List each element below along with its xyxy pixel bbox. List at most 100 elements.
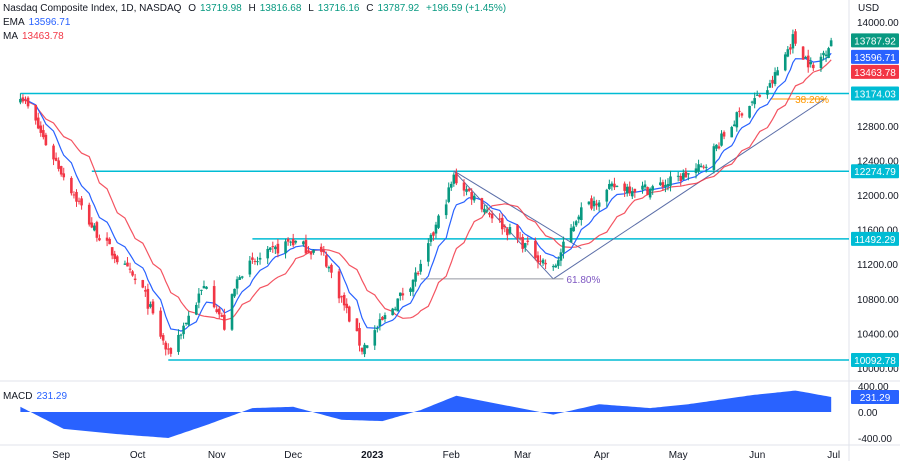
- chart-legend: Nasdaq Composite Index, 1D, NASDAQ O 1371…: [3, 3, 510, 15]
- candle-body: [200, 289, 203, 291]
- candle-body: [768, 83, 772, 88]
- candle: [220, 312, 224, 318]
- macd-legend[interactable]: MACD 231.29: [3, 391, 71, 403]
- candle: [801, 45, 805, 60]
- candle: [268, 247, 272, 253]
- candle: [258, 252, 262, 265]
- candle-body: [345, 303, 349, 309]
- candle: [110, 247, 114, 260]
- candle-body: [829, 40, 833, 47]
- candle-body: [115, 256, 119, 263]
- candle: [52, 143, 55, 166]
- candle-body: [664, 184, 667, 187]
- candle-body: [500, 217, 504, 230]
- candle: [238, 275, 241, 280]
- candle-body: [518, 237, 522, 239]
- candle: [794, 29, 797, 46]
- candle-body: [54, 157, 58, 161]
- candle-body: [151, 301, 155, 314]
- candle: [516, 223, 519, 244]
- price-tick-label: 12400.00: [857, 156, 899, 167]
- time-tick-label: Mar: [514, 450, 532, 461]
- candle: [557, 256, 560, 269]
- ema-line: [20, 52, 832, 332]
- candle-body: [376, 328, 379, 330]
- candle-body: [646, 187, 649, 195]
- price-label-badge-1: [851, 49, 899, 64]
- candle: [414, 267, 417, 287]
- price-label-0: 13787.92: [854, 36, 896, 47]
- candle: [289, 240, 292, 246]
- candle-body: [615, 185, 619, 187]
- candle: [59, 165, 63, 177]
- candle-body: [253, 260, 257, 262]
- price-label-5: 11492.29: [855, 235, 896, 246]
- candle-body: [110, 247, 114, 256]
- candle-body: [610, 183, 614, 187]
- candle: [115, 254, 119, 265]
- high-label: H: [248, 3, 256, 14]
- ema-legend[interactable]: EMA 13596.71: [3, 17, 74, 29]
- candle: [164, 340, 168, 356]
- candle: [202, 280, 206, 289]
- candle-body: [730, 127, 734, 138]
- candle-body: [462, 182, 466, 191]
- candle-body: [791, 34, 795, 49]
- candle: [146, 283, 150, 315]
- candle-body: [146, 288, 150, 309]
- candle-body: [268, 247, 272, 250]
- price-tick-label: 11200.00: [857, 260, 898, 271]
- candle: [590, 195, 593, 211]
- candle-body: [141, 280, 145, 288]
- candle-body: [595, 203, 598, 206]
- candle: [758, 93, 762, 98]
- candle: [648, 187, 652, 200]
- candle-body: [289, 241, 292, 243]
- candle: [740, 112, 744, 118]
- open-label: O: [188, 3, 196, 14]
- candle-body: [197, 293, 201, 303]
- candle: [750, 100, 754, 106]
- candle: [483, 205, 486, 215]
- price-label-4: 12274.79: [854, 167, 896, 178]
- time-tick-label: May: [669, 450, 688, 461]
- candle-body: [472, 195, 476, 201]
- candle: [184, 322, 188, 326]
- candle-body: [113, 253, 117, 259]
- candle-body: [437, 215, 440, 228]
- chart-title: Nasdaq Composite Index, 1D, NASDAQ: [3, 3, 182, 14]
- candle-body: [240, 276, 244, 278]
- candle: [416, 270, 420, 276]
- ma-legend[interactable]: MA 13463.78: [3, 31, 68, 43]
- candle-body: [427, 243, 430, 262]
- candle-body: [651, 186, 654, 191]
- candle: [579, 202, 583, 226]
- candle-body: [523, 243, 527, 248]
- time-tick-label: Dec: [284, 450, 302, 461]
- price-tick-label: 12800.00: [857, 122, 899, 133]
- candle-body: [251, 257, 254, 260]
- candle: [309, 251, 313, 260]
- candle: [687, 173, 690, 181]
- candle-body: [659, 182, 662, 185]
- candle-body: [625, 186, 629, 194]
- candle-body: [804, 56, 807, 59]
- candle-body: [401, 293, 405, 296]
- candle: [697, 159, 700, 174]
- candle-body: [470, 192, 473, 200]
- candle: [753, 92, 756, 109]
- candle-body: [128, 268, 132, 270]
- candle: [773, 67, 777, 87]
- macd-value-label: 231.29: [860, 393, 891, 404]
- candle-body: [340, 296, 343, 298]
- candle-body: [161, 335, 165, 341]
- candle-body: [409, 288, 412, 292]
- candle: [822, 50, 825, 61]
- candle: [307, 246, 310, 254]
- candle-body: [325, 255, 328, 267]
- candle-body: [330, 264, 333, 273]
- candle: [666, 178, 670, 191]
- candle: [419, 259, 422, 275]
- candle: [613, 177, 616, 191]
